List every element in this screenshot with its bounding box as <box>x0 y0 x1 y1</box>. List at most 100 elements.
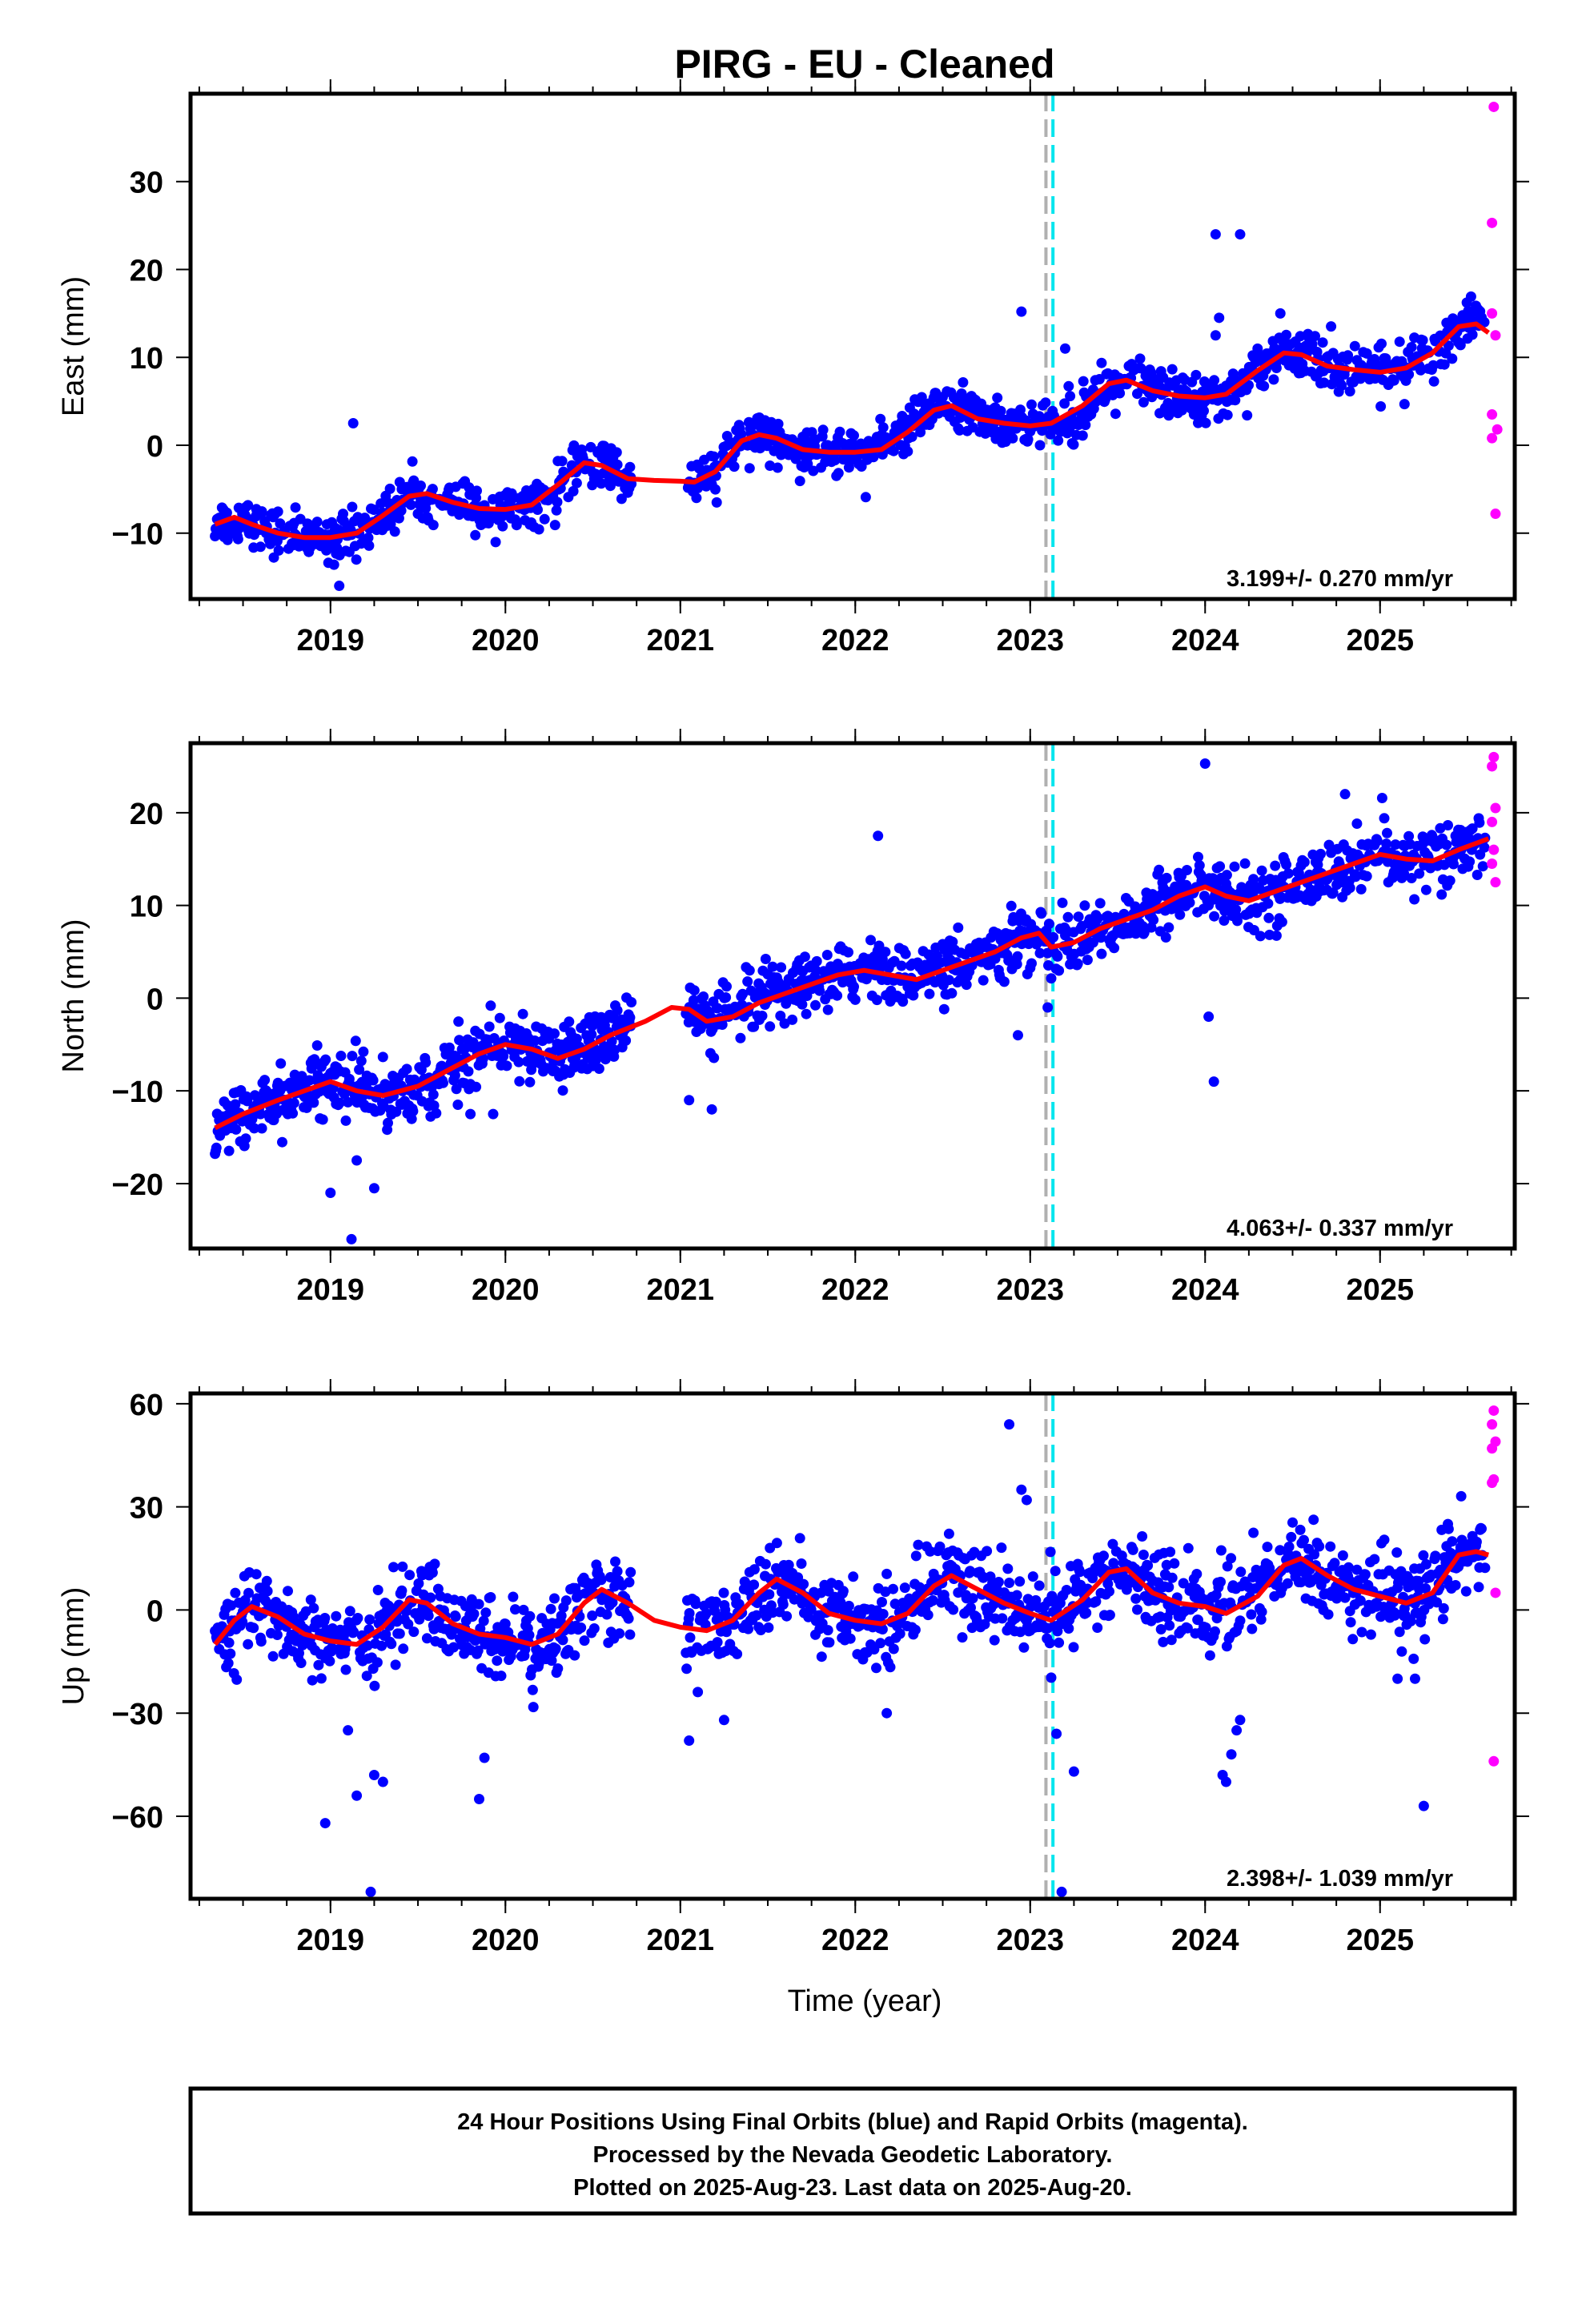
final-orbit-point <box>1356 1626 1367 1638</box>
rapid-orbit-point <box>1488 1755 1500 1767</box>
final-orbit-point <box>843 1600 854 1611</box>
final-orbit-point <box>623 1613 634 1624</box>
final-orbit-point <box>624 1577 635 1588</box>
final-orbit-point <box>938 1003 950 1015</box>
final-orbit-point <box>371 1657 383 1668</box>
final-orbit-point <box>511 520 522 531</box>
final-orbit-point <box>693 1687 704 1698</box>
final-orbit-point <box>347 418 359 429</box>
final-orbit-point <box>1007 432 1018 444</box>
final-orbit-point <box>1219 915 1230 926</box>
final-orbit-point <box>1022 434 1034 445</box>
final-orbit-point <box>1476 1523 1487 1534</box>
final-orbit-point <box>331 1610 342 1622</box>
final-orbit-point <box>397 1561 408 1572</box>
final-orbit-point <box>1382 827 1392 838</box>
final-orbit-point <box>1226 1749 1237 1760</box>
final-orbit-point <box>230 1099 241 1110</box>
final-orbit-point <box>508 1591 519 1602</box>
final-orbit-points <box>210 1419 1491 1897</box>
final-orbit-point <box>1127 1544 1138 1555</box>
final-orbit-point <box>1016 306 1027 317</box>
final-orbit-point <box>1479 842 1490 853</box>
final-orbit-point <box>354 1064 365 1076</box>
final-orbit-point <box>1287 1517 1298 1528</box>
final-orbit-point <box>1460 1586 1472 1597</box>
model-curve <box>214 321 1490 541</box>
final-orbit-point <box>438 1077 448 1088</box>
final-orbit-point <box>763 1622 774 1633</box>
final-orbit-point <box>1211 1613 1223 1624</box>
final-orbit-point <box>343 1096 354 1108</box>
final-orbit-point <box>849 981 859 992</box>
final-orbit-point <box>900 948 911 959</box>
final-orbit-point <box>685 1632 696 1643</box>
final-orbit-point <box>1464 856 1476 867</box>
final-orbit-point <box>351 554 362 565</box>
final-orbit-point <box>849 994 861 1005</box>
final-orbit-point <box>711 497 722 508</box>
final-orbit-point <box>368 1183 379 1194</box>
final-orbit-point <box>967 1593 978 1604</box>
final-orbit-point <box>335 1051 347 1061</box>
final-orbit-point <box>237 1616 248 1627</box>
final-orbit-point <box>875 413 886 424</box>
rapid-orbit-point <box>1487 1478 1498 1489</box>
final-orbit-point <box>1286 1531 1297 1542</box>
final-orbit-point <box>1430 1550 1441 1562</box>
final-orbit-point <box>350 1035 361 1047</box>
final-orbit-point <box>1021 1494 1032 1506</box>
final-orbit-point <box>243 500 254 511</box>
final-orbit-point <box>978 975 989 986</box>
final-orbit-point <box>465 1108 476 1120</box>
x-tick-label: 2020 <box>472 624 540 657</box>
final-orbit-points <box>210 229 1490 592</box>
final-orbit-point <box>1255 1614 1267 1625</box>
final-orbit-point <box>1222 409 1233 420</box>
final-orbit-point <box>927 1595 938 1606</box>
final-orbit-point <box>610 1556 620 1567</box>
final-orbit-point <box>934 1541 946 1552</box>
final-orbit-point <box>1315 848 1326 859</box>
final-orbit-point <box>620 1035 632 1046</box>
final-orbit-point <box>606 1035 617 1047</box>
final-orbit-point <box>1406 342 1417 352</box>
final-orbit-point <box>339 1088 350 1100</box>
final-orbit-point <box>712 1637 723 1648</box>
final-orbit-point <box>1418 1800 1429 1811</box>
y-tick-label: 0 <box>147 983 163 1016</box>
final-orbit-point <box>1409 894 1420 905</box>
rapid-orbit-point <box>1492 424 1503 435</box>
final-orbit-point <box>1268 374 1279 385</box>
final-orbit-point <box>587 1610 598 1621</box>
final-orbit-point <box>860 492 871 503</box>
final-orbit-point <box>1443 1523 1454 1534</box>
final-orbit-point <box>532 505 543 515</box>
final-orbit-point <box>324 1655 335 1667</box>
final-orbit-point <box>924 988 935 999</box>
final-orbit-point <box>490 537 501 548</box>
final-orbit-point <box>552 497 563 508</box>
final-orbit-point <box>958 377 969 388</box>
final-orbit-point <box>240 1133 251 1144</box>
final-orbit-point <box>1178 1578 1189 1589</box>
final-orbit-point <box>1042 1002 1054 1013</box>
rapid-orbit-point <box>1490 1587 1501 1598</box>
final-orbit-point <box>1355 883 1367 895</box>
final-orbit-point <box>760 954 771 964</box>
final-orbit-point <box>383 1117 393 1128</box>
final-orbit-point <box>749 1579 760 1590</box>
final-orbit-point <box>706 1104 717 1115</box>
final-orbit-point <box>377 1776 388 1787</box>
final-orbit-point <box>808 465 819 476</box>
final-orbit-point <box>1414 868 1425 879</box>
final-orbit-point <box>1209 911 1220 922</box>
final-orbit-point <box>471 1081 482 1092</box>
final-orbit-point <box>1388 375 1399 386</box>
final-orbit-point <box>1419 1634 1431 1645</box>
final-orbit-point <box>902 446 913 457</box>
final-orbit-point <box>888 1643 899 1655</box>
final-orbit-point <box>1276 916 1287 927</box>
final-orbit-point <box>947 936 958 947</box>
final-orbit-point <box>297 1639 308 1651</box>
